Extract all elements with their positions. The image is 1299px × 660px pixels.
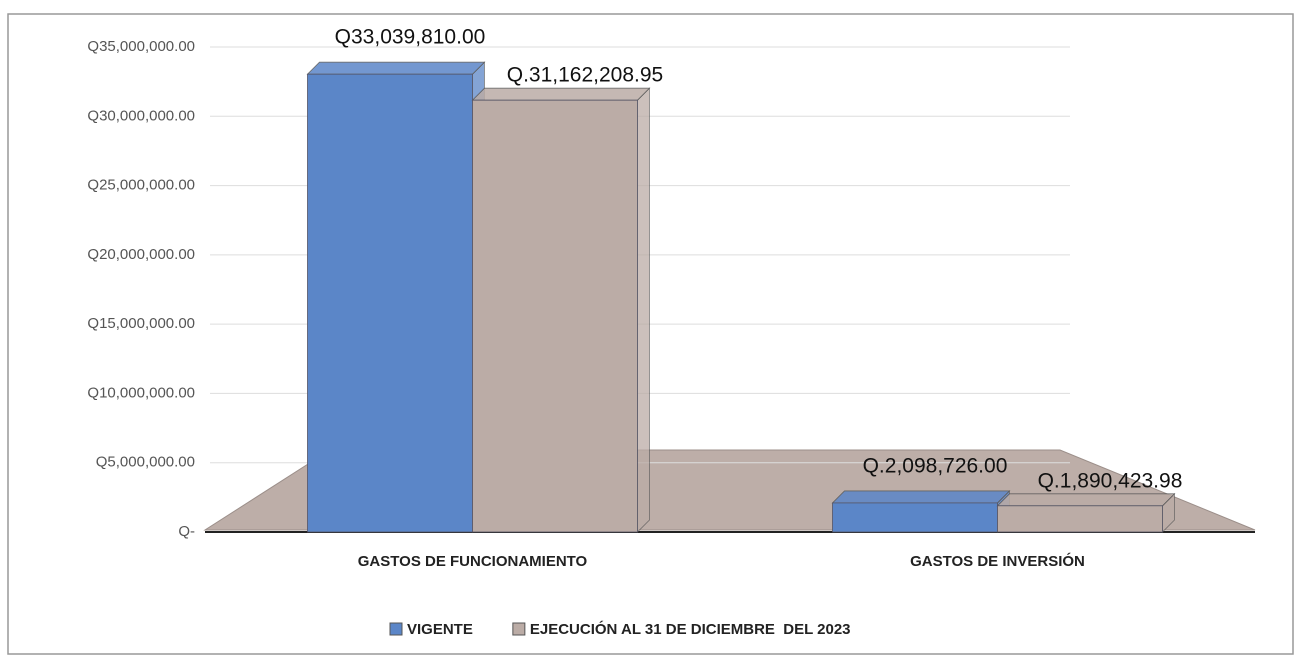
bar-side bbox=[637, 87, 650, 533]
bar-top bbox=[471, 87, 651, 101]
legend-label: VIGENTE bbox=[407, 621, 473, 638]
y-tick-label: Q30,000,000.00 bbox=[87, 107, 195, 124]
value-label: Q.1,890,423.98 bbox=[1038, 469, 1183, 492]
y-tick-label: Q15,000,000.00 bbox=[87, 315, 195, 332]
value-label: Q33,039,810.00 bbox=[335, 26, 486, 49]
bar bbox=[997, 505, 1163, 533]
legend-label: EJECUCIÓN AL 31 DE DICIEMBRE DEL 2023 bbox=[530, 620, 851, 638]
value-label: Q.31,162,208.95 bbox=[507, 64, 663, 87]
x-tick-label: GASTOS DE INVERSIÓN bbox=[910, 552, 1085, 570]
y-tick-label: Q35,000,000.00 bbox=[87, 38, 195, 55]
y-tick-label: Q- bbox=[178, 523, 195, 540]
legend-swatch bbox=[512, 622, 526, 636]
bar-top bbox=[831, 490, 1011, 504]
y-tick-label: Q5,000,000.00 bbox=[96, 454, 195, 471]
value-label: Q.2,098,726.00 bbox=[863, 454, 1008, 477]
y-tick-label: Q25,000,000.00 bbox=[87, 177, 195, 194]
x-tick-label: GASTOS DE FUNCIONAMIENTO bbox=[358, 553, 588, 570]
legend-swatch bbox=[389, 622, 403, 636]
bar-top bbox=[996, 493, 1176, 507]
bar bbox=[307, 73, 473, 533]
y-tick-label: Q20,000,000.00 bbox=[87, 246, 195, 263]
chart-border bbox=[7, 13, 1294, 655]
bar bbox=[472, 99, 638, 533]
bar-top bbox=[306, 61, 486, 75]
y-tick-label: Q10,000,000.00 bbox=[87, 384, 195, 401]
bar bbox=[832, 502, 998, 533]
